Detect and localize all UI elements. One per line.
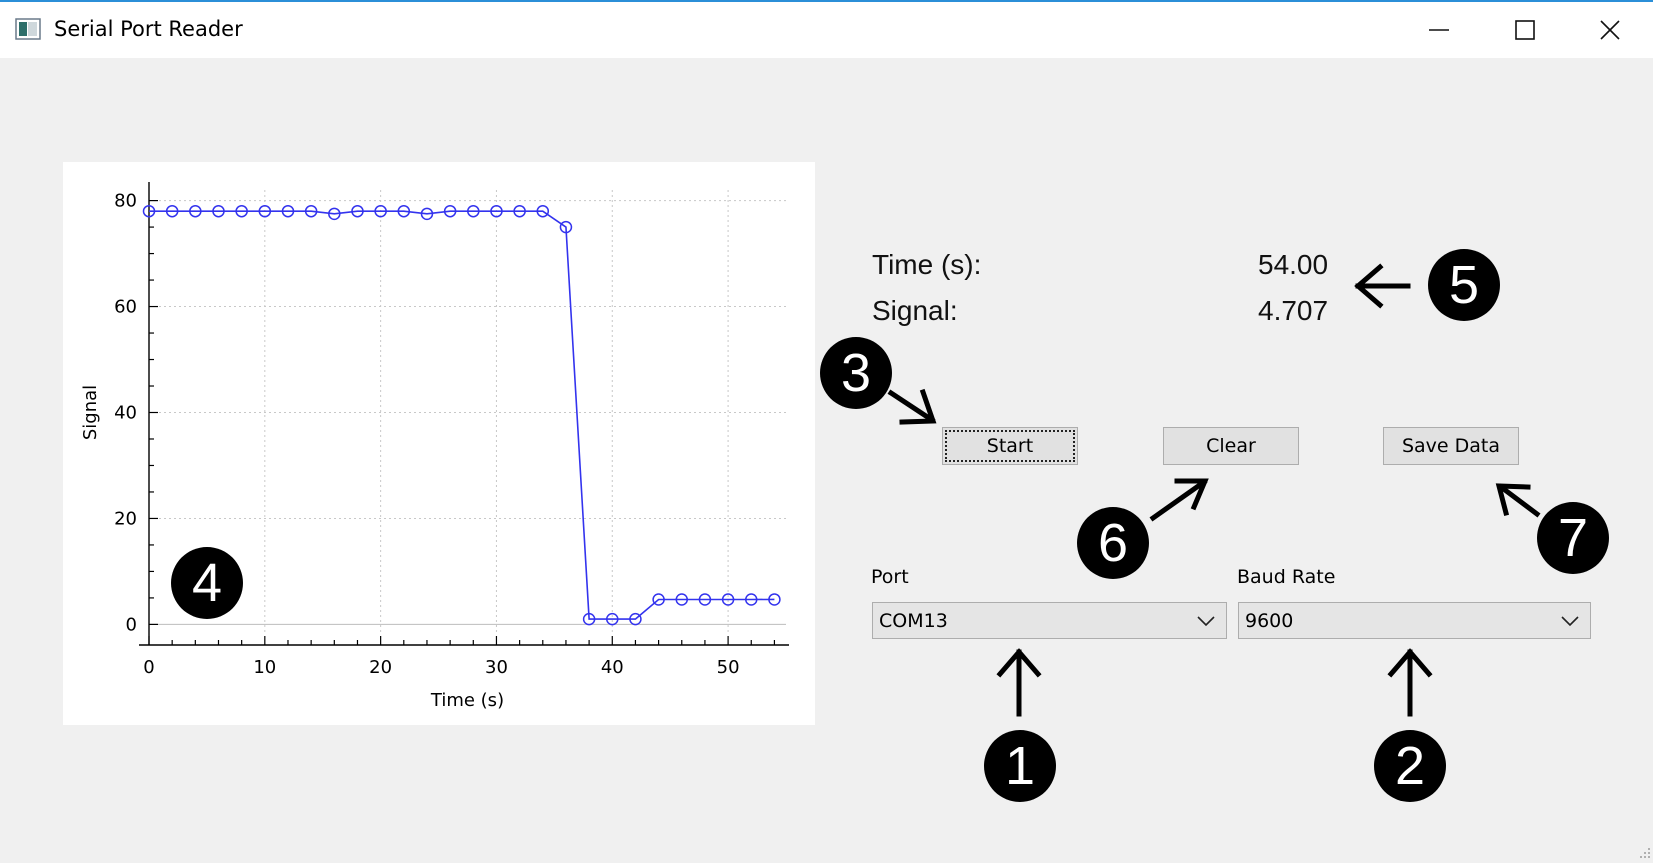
data-point [235,204,248,218]
data-point [629,612,642,626]
maximize-icon [1515,20,1535,40]
arrow-7-head [1495,483,1531,517]
start-button[interactable]: Start [942,427,1078,465]
data-point [351,204,364,218]
data-point [490,204,503,218]
data-point [212,204,225,218]
data-point [374,204,387,218]
y-tick-label: 80 [114,191,137,212]
arrow-3-head [899,388,937,425]
y-tick-label: 40 [114,403,137,424]
callout-6: 6 [1077,507,1149,579]
callout-5: 5 [1428,249,1500,321]
x-tick-label: 0 [143,657,154,678]
data-point [142,204,156,218]
callout-7: 7 [1537,502,1609,574]
minimize-icon [1429,29,1449,31]
callout-1: 1 [984,730,1056,802]
y-tick-label: 20 [114,508,137,529]
y-axis-label: Signal [80,385,101,440]
clear-button[interactable]: Clear [1163,427,1299,465]
data-point [258,204,272,218]
data-point [189,204,202,218]
save-data-button[interactable]: Save Data [1383,427,1519,465]
port-combobox[interactable]: COM13 [872,602,1227,639]
signal-plot[interactable]: 0 10 20 30 40 50 0 20 40 60 80 Time (s) Signal [63,162,815,725]
y-tick-label: 0 [126,614,137,635]
signal-label: Signal: [872,295,958,326]
maximize-button[interactable] [1482,2,1568,58]
minimize-button[interactable] [1396,2,1482,58]
series-line [149,210,775,620]
baud-rate-combobox[interactable]: 9600 [1238,602,1591,639]
callout-4: 4 [171,547,243,619]
arrow-6 [1149,478,1208,522]
app-icon [15,18,41,40]
arrow-3 [887,389,936,424]
baud-rate-value: 9600 [1245,610,1294,632]
data-point [582,612,596,626]
data-point [281,204,295,218]
x-tick-label: 40 [601,657,624,678]
data-point [536,204,550,218]
data-point [745,593,758,606]
x-axis-label: Time (s) [430,690,504,711]
signal-value: 4.707 [1258,295,1329,326]
chevron-down-icon [1561,616,1579,627]
x-tick-label: 10 [253,657,276,678]
data-point [397,204,411,218]
callout-3: 3 [820,337,892,409]
data-point [304,204,318,218]
time-value: 54.00 [1258,249,1329,280]
data-point [721,593,735,606]
data-point [467,204,480,218]
arrow-5-head [1354,263,1384,309]
arrow-6-head [1174,478,1209,511]
port-label: Port [871,566,909,588]
data-point [652,593,665,606]
plot-canvas[interactable]: 0 10 20 30 40 50 0 20 40 60 80 Time (s) Signal [63,162,815,725]
data-point [559,220,573,234]
data-point [698,593,712,606]
data-point [420,207,434,221]
data-point [328,207,341,221]
port-value: COM13 [879,610,948,632]
chevron-down-icon [1197,616,1215,627]
data-point [675,593,689,606]
arrow-2-head [1387,648,1433,678]
callout-2: 2 [1374,730,1446,802]
arrow-7 [1497,483,1541,518]
resize-grip-icon[interactable] [1637,845,1651,859]
y-tick-label: 60 [114,297,137,318]
title-bar[interactable]: Serial Port Reader [0,2,1653,58]
data-point [443,204,457,218]
window-title: Serial Port Reader [54,17,243,41]
close-icon [1600,20,1620,40]
data-point [513,204,526,218]
axes: 0 10 20 30 40 50 0 20 40 60 80 [114,182,789,678]
arrow-1-head [996,648,1042,678]
data-point [768,593,781,606]
x-tick-label: 30 [485,657,508,678]
series-signal [142,204,781,626]
data-point [606,612,619,626]
x-tick-label: 20 [369,657,392,678]
data-point [165,204,179,218]
x-tick-label: 50 [717,657,740,678]
close-button[interactable] [1567,2,1653,58]
baud-rate-label: Baud Rate [1237,566,1336,588]
time-label: Time (s): [872,249,982,280]
grid [149,190,786,635]
